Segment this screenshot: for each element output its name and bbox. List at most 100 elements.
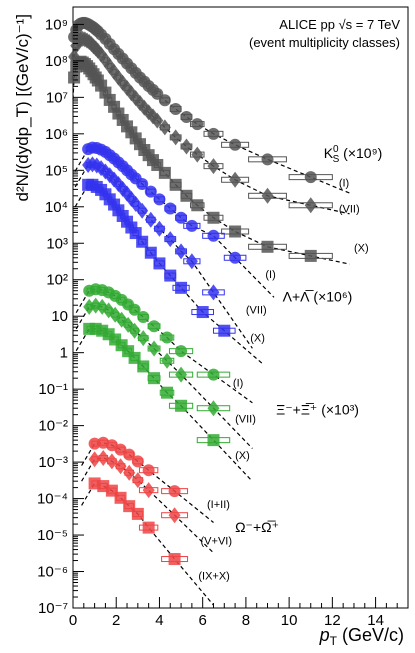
species-symbol: Ξ⁻+Ξ̅⁺ [276, 402, 317, 418]
y-tick-label: 10² [46, 272, 68, 289]
class-labels: (I) (VII) (X) (I) (VII) (X) (I) (VII) (X) (I+II) (… [198, 177, 368, 582]
marker-diamond [105, 453, 118, 470]
marker-diamond [164, 231, 177, 248]
species-symbol: Λ+Λ̅ [283, 289, 315, 305]
marker-square [196, 306, 209, 319]
species-symbol: Ω⁻+Ω̅⁺ [235, 519, 279, 535]
marker-diamond [207, 284, 220, 301]
marker-diamond [180, 138, 193, 155]
marker-circle [207, 229, 220, 242]
marker-square [136, 235, 149, 248]
marker-circle [148, 320, 161, 333]
marker-square [169, 178, 182, 191]
marker-diamond [158, 119, 171, 136]
y-tick-label: 10⁴ [45, 199, 68, 216]
marker-diamond [142, 482, 155, 499]
species-scale: (×10⁹) [339, 145, 382, 161]
y-tick-label: 10⁻⁴ [37, 491, 68, 508]
species-superscript: 0 [333, 144, 339, 155]
x-axis-label-sub: T [330, 634, 338, 648]
marker-circle [304, 171, 317, 184]
marker-diamond [153, 220, 166, 237]
marker-square [175, 281, 188, 294]
marker-square [142, 521, 155, 534]
species-symbol: K [324, 145, 334, 161]
chart-title-line-2: (event multiplicity classes) [249, 35, 400, 50]
x-tick-label: 0 [69, 612, 77, 629]
species-label: Ω⁻+Ω̅⁺ [235, 519, 279, 535]
marker-square [207, 211, 220, 224]
marker-diamond [261, 187, 274, 204]
y-tick-label: 10⁸ [45, 53, 68, 70]
marker-circle [114, 443, 127, 456]
marker-diamond [131, 472, 144, 489]
marker-square [131, 507, 144, 520]
class-label: (IX+X) [198, 571, 229, 583]
marker-square [191, 199, 204, 212]
marker-square [148, 372, 161, 385]
marker-square [168, 553, 181, 566]
x-tick-label: 8 [242, 612, 250, 629]
y-tick-label: 10⁻⁵ [37, 527, 68, 544]
marker-diamond [144, 211, 157, 228]
x-tick-label: 12 [324, 612, 341, 629]
marker-square [123, 500, 136, 513]
marker-square [153, 257, 166, 270]
marker-diamond [304, 197, 317, 214]
y-tick-label: 10⁵ [45, 162, 68, 179]
x-axis-label-p: p [319, 625, 330, 645]
marker-diamond [207, 158, 220, 175]
marker-square [218, 324, 231, 337]
class-label: (VII) [235, 414, 256, 426]
y-tick-label: 10⁶ [45, 126, 68, 143]
class-label: (X) [250, 333, 265, 345]
marker-circle [207, 368, 220, 381]
marker-diamond [88, 451, 101, 468]
marker-diamond [169, 129, 182, 146]
x-tick-label: 6 [199, 612, 207, 629]
class-label: (I+II) [207, 499, 230, 511]
marker-diamond [229, 171, 242, 188]
marker-circle [175, 345, 188, 358]
class-label: (X) [354, 242, 369, 254]
marker-circle [180, 110, 193, 123]
marker-circle [158, 94, 171, 107]
data-points [68, 16, 333, 566]
marker-circle [144, 185, 157, 198]
marker-circle [88, 437, 101, 450]
marker-diamond [97, 449, 110, 466]
marker-circle [169, 102, 182, 115]
y-tick-label: 10³ [46, 235, 68, 252]
marker-circle [131, 455, 144, 468]
marker-square [125, 126, 138, 139]
species-labels: K0 S (×10⁹) Λ+Λ̅ (×10⁶) Ξ⁻+Ξ̅⁺ (×10³) Ω⁻+Ω̅⁺ [235, 144, 382, 535]
marker-square [180, 189, 193, 202]
x-axis-label-unit: (GeV/c) [337, 625, 404, 645]
y-tick-label: 1 [60, 345, 68, 362]
plot-frame [72, 6, 409, 609]
marker-circle [207, 127, 220, 140]
y-axis-label: d²N/(dydp_T) [(GeV/c)⁻¹] [13, 14, 32, 202]
marker-diamond [136, 202, 149, 219]
x-tick-label: 14 [367, 612, 384, 629]
y-tick-label: 10⁹ [45, 16, 68, 33]
x-tick-label: 10 [281, 612, 298, 629]
y-tick-label: 10⁻³ [38, 454, 68, 471]
x-tick-label: 4 [155, 612, 163, 629]
marker-diamond [207, 400, 220, 417]
species-scale: (×10³) [317, 402, 359, 418]
y-tick-label: 10⁻² [38, 418, 68, 435]
marker-square [175, 399, 188, 412]
marker-circle [161, 331, 174, 344]
marker-circle [142, 464, 155, 477]
x-axis-label: pT (GeV/c) [319, 625, 404, 648]
chart-title-line-1: ALICE pp √s = 7 TeV [279, 17, 400, 32]
class-label: (V+VI) [201, 536, 232, 548]
marker-diamond [114, 458, 127, 475]
fit-curve [81, 482, 214, 606]
marker-diamond [168, 507, 181, 524]
marker-square [158, 166, 171, 179]
marker-square [161, 386, 174, 399]
axes: 0 2 4 6 8 10 12 1410⁻⁷10⁻⁶10⁻⁵10⁻⁴10⁻³10⁻²10⁻¹1… [37, 16, 398, 629]
